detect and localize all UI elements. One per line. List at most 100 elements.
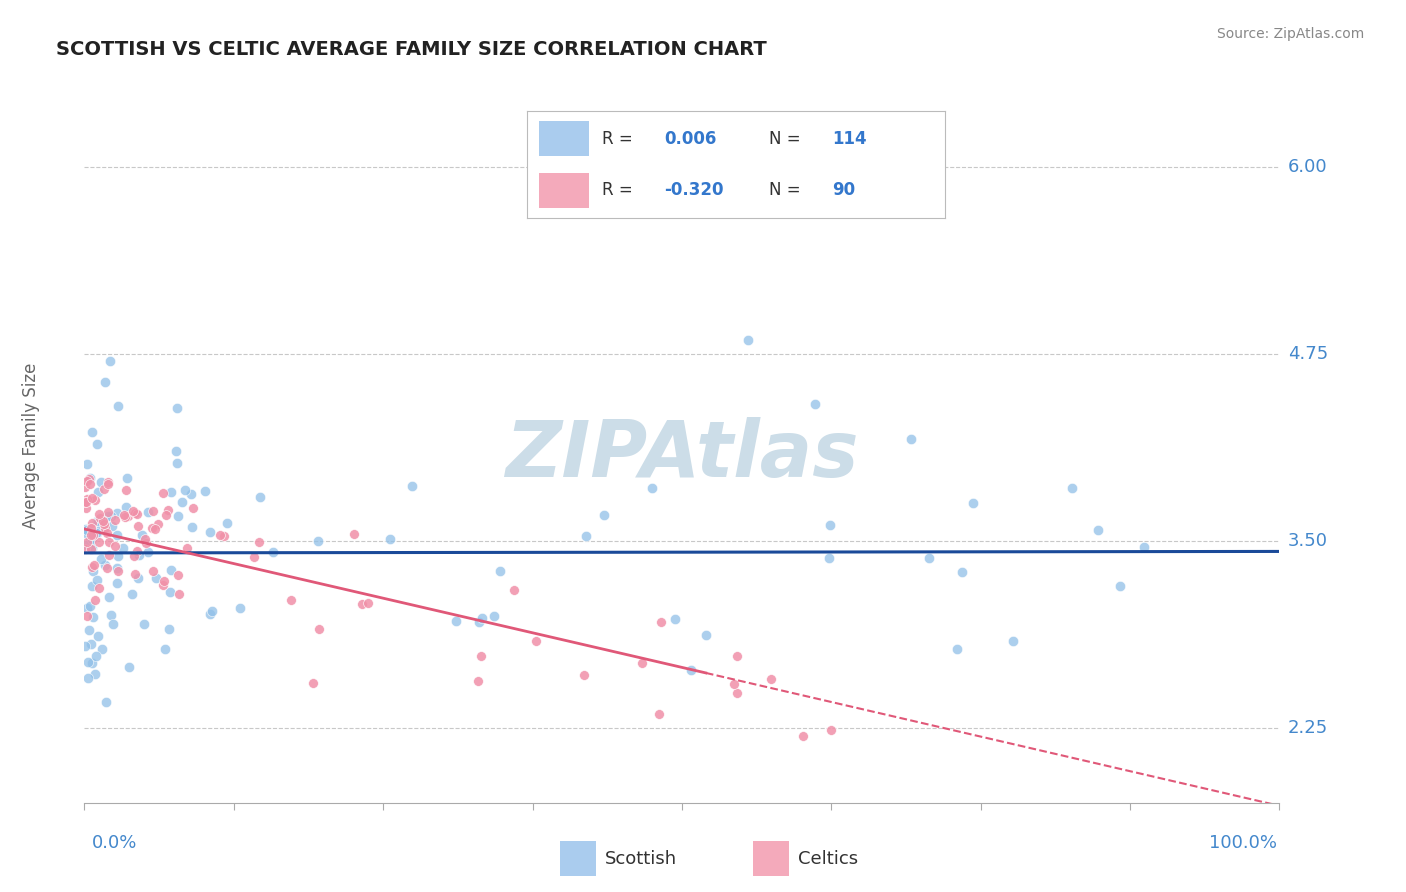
Text: SCOTTISH VS CELTIC AVERAGE FAMILY SIZE CORRELATION CHART: SCOTTISH VS CELTIC AVERAGE FAMILY SIZE C… (56, 40, 768, 59)
Point (167, 508, 190, 523)
Point (737, 334, 759, 348)
Point (152, 486, 174, 500)
Point (174, 483, 197, 497)
Text: 0.0%: 0.0% (91, 834, 136, 852)
Point (97, 476, 120, 491)
Point (73, 639, 96, 653)
Point (86, 436, 108, 450)
Point (167, 587, 190, 601)
Point (156, 503, 179, 517)
Point (87, 581, 110, 595)
Point (104, 513, 127, 527)
Point (817, 550, 839, 565)
Point (96, 695, 118, 709)
Point (489, 565, 512, 579)
Point (75, 523, 97, 537)
Text: 2.25: 2.25 (1288, 719, 1329, 737)
Point (94, 376, 117, 390)
Point (145, 522, 167, 536)
Point (79, 599, 101, 613)
Point (471, 611, 494, 625)
Point (97, 475, 120, 489)
Point (112, 508, 135, 522)
Point (93, 516, 115, 531)
Point (90, 551, 112, 566)
Point (121, 587, 143, 601)
Point (181, 520, 204, 534)
Point (166, 456, 188, 470)
Point (183, 501, 205, 516)
Point (952, 566, 974, 580)
Point (105, 528, 128, 542)
Point (89, 534, 111, 549)
Point (83, 558, 105, 572)
Point (114, 509, 136, 524)
Point (1062, 481, 1084, 495)
Point (352, 597, 374, 611)
Point (76, 474, 98, 488)
Point (124, 506, 146, 520)
Point (641, 481, 664, 495)
Point (76, 457, 98, 471)
Point (82, 541, 104, 556)
Point (96, 561, 118, 575)
Point (307, 533, 329, 548)
Point (401, 479, 423, 493)
Point (114, 500, 136, 515)
Point (107, 564, 129, 578)
Point (75, 523, 97, 537)
Point (524, 633, 547, 648)
Point (630, 657, 652, 671)
Point (100, 509, 122, 524)
Point (166, 401, 188, 415)
Point (650, 615, 672, 629)
Point (820, 723, 842, 737)
Point (86, 573, 108, 587)
Point (76, 608, 98, 623)
Text: Celtics: Celtics (799, 849, 858, 868)
Point (301, 676, 323, 690)
Point (84, 666, 107, 681)
Point (79, 533, 101, 547)
Point (695, 628, 717, 642)
Point (153, 574, 176, 588)
Point (1133, 540, 1156, 554)
Point (127, 518, 149, 533)
Point (96, 526, 118, 541)
Point (84, 593, 107, 607)
Point (80, 637, 103, 651)
Point (77, 655, 100, 669)
Point (76, 600, 98, 615)
Point (380, 532, 402, 546)
Point (80, 425, 103, 440)
Point (357, 596, 380, 610)
Point (243, 550, 266, 565)
Point (87, 507, 110, 521)
Point (247, 534, 270, 549)
Point (73, 495, 96, 509)
Point (146, 517, 169, 532)
Point (1109, 579, 1132, 593)
Point (170, 494, 193, 508)
Point (212, 529, 235, 543)
Point (723, 676, 745, 690)
Point (105, 576, 128, 591)
Text: Source: ZipAtlas.com: Source: ZipAtlas.com (1216, 27, 1364, 41)
Point (77, 472, 100, 486)
Point (87, 514, 110, 528)
Point (117, 659, 139, 673)
Point (198, 525, 221, 540)
Point (79, 538, 101, 552)
Point (82, 609, 104, 624)
Point (945, 641, 967, 656)
Point (160, 484, 183, 499)
Point (80, 542, 103, 557)
Point (122, 549, 145, 564)
Point (157, 622, 180, 636)
Point (132, 616, 155, 631)
Point (127, 571, 149, 585)
Point (114, 483, 136, 498)
Point (98, 548, 121, 562)
Point (141, 521, 163, 535)
Point (574, 668, 596, 682)
